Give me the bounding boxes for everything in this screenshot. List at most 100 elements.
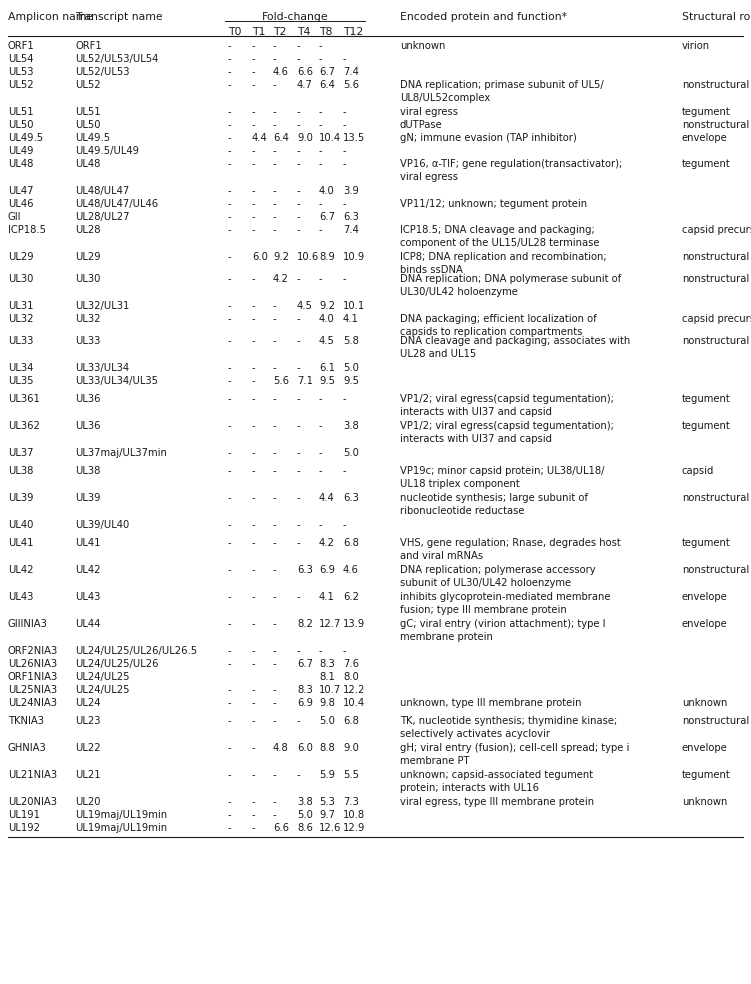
Text: VP1/2; viral egress(capsid tegumentation);
interacts with Ul37 and capsid: VP1/2; viral egress(capsid tegumentation… bbox=[400, 421, 614, 444]
Text: UL41: UL41 bbox=[8, 538, 34, 548]
Text: -: - bbox=[228, 770, 231, 780]
Text: UL38: UL38 bbox=[75, 466, 101, 476]
Text: -: - bbox=[273, 659, 276, 669]
Text: UL24/UL25: UL24/UL25 bbox=[75, 672, 129, 682]
Text: -: - bbox=[319, 107, 323, 117]
Text: -: - bbox=[252, 199, 255, 209]
Text: UL49.5: UL49.5 bbox=[8, 133, 43, 143]
Text: tegument: tegument bbox=[682, 394, 731, 404]
Text: -: - bbox=[297, 592, 300, 602]
Text: envelope: envelope bbox=[682, 619, 728, 629]
Text: -: - bbox=[252, 823, 255, 833]
Text: UL19maj/UL19min: UL19maj/UL19min bbox=[75, 823, 167, 833]
Text: -: - bbox=[228, 301, 231, 311]
Text: UL24/UL25/UL26: UL24/UL25/UL26 bbox=[75, 659, 158, 669]
Text: 5.6: 5.6 bbox=[273, 376, 289, 386]
Text: unknown, type III membrane protein: unknown, type III membrane protein bbox=[400, 698, 581, 708]
Text: -: - bbox=[228, 212, 231, 222]
Text: -: - bbox=[228, 225, 231, 235]
Text: UL32: UL32 bbox=[8, 314, 34, 324]
Text: UL24NIA3: UL24NIA3 bbox=[8, 698, 57, 708]
Text: VP16, α-TIF; gene regulation(transactivator);
viral egress: VP16, α-TIF; gene regulation(transactiva… bbox=[400, 159, 623, 182]
Text: -: - bbox=[273, 146, 276, 156]
Text: tegument: tegument bbox=[682, 538, 731, 548]
Text: -: - bbox=[273, 538, 276, 548]
Text: UL37: UL37 bbox=[8, 448, 34, 458]
Text: VP1/2; viral egress(capsid tegumentation);
interacts with Ul37 and capsid: VP1/2; viral egress(capsid tegumentation… bbox=[400, 394, 614, 417]
Text: UL38: UL38 bbox=[8, 466, 33, 476]
Text: 10.4: 10.4 bbox=[319, 133, 341, 143]
Text: -: - bbox=[228, 448, 231, 458]
Text: -: - bbox=[273, 225, 276, 235]
Text: DNA replication; polymerase accessory
subunit of UL30/UL42 holoenzyme: DNA replication; polymerase accessory su… bbox=[400, 565, 596, 587]
Text: UL31: UL31 bbox=[8, 301, 34, 311]
Text: 4.5: 4.5 bbox=[297, 301, 313, 311]
Text: 13.9: 13.9 bbox=[343, 619, 365, 629]
Text: nonstructural: nonstructural bbox=[682, 120, 749, 130]
Text: -: - bbox=[273, 212, 276, 222]
Text: -: - bbox=[228, 659, 231, 669]
Text: 4.8: 4.8 bbox=[273, 743, 288, 753]
Text: 10.9: 10.9 bbox=[343, 252, 365, 262]
Text: 7.6: 7.6 bbox=[343, 659, 359, 669]
Text: tegument: tegument bbox=[682, 159, 731, 169]
Text: TK, nucleotide synthesis; thymidine kinase;
selectively activates acyclovir: TK, nucleotide synthesis; thymidine kina… bbox=[400, 716, 617, 739]
Text: -: - bbox=[273, 199, 276, 209]
Text: -: - bbox=[228, 743, 231, 753]
Text: UL34: UL34 bbox=[8, 363, 33, 373]
Text: 3.8: 3.8 bbox=[297, 797, 312, 807]
Text: UL49.5: UL49.5 bbox=[75, 133, 110, 143]
Text: 7.1: 7.1 bbox=[297, 376, 313, 386]
Text: 8.2: 8.2 bbox=[297, 619, 313, 629]
Text: virion: virion bbox=[682, 41, 710, 51]
Text: -: - bbox=[343, 54, 347, 64]
Text: -: - bbox=[297, 186, 300, 196]
Text: -: - bbox=[319, 41, 323, 51]
Text: -: - bbox=[228, 41, 231, 51]
Text: -: - bbox=[252, 466, 255, 476]
Text: 12.2: 12.2 bbox=[343, 685, 366, 695]
Text: -: - bbox=[273, 159, 276, 169]
Text: -: - bbox=[228, 107, 231, 117]
Text: -: - bbox=[228, 133, 231, 143]
Text: -: - bbox=[252, 120, 255, 130]
Text: 6.0: 6.0 bbox=[252, 252, 268, 262]
Text: -: - bbox=[252, 274, 255, 284]
Text: UL35: UL35 bbox=[8, 376, 34, 386]
Text: 6.1: 6.1 bbox=[319, 363, 335, 373]
Text: UL50: UL50 bbox=[75, 120, 101, 130]
Text: -: - bbox=[297, 538, 300, 548]
Text: 6.6: 6.6 bbox=[297, 67, 313, 77]
Text: -: - bbox=[273, 314, 276, 324]
Text: -: - bbox=[228, 376, 231, 386]
Text: -: - bbox=[273, 619, 276, 629]
Text: -: - bbox=[319, 159, 323, 169]
Text: ORF1NIA3: ORF1NIA3 bbox=[8, 672, 59, 682]
Text: 4.6: 4.6 bbox=[343, 565, 359, 575]
Text: UL33/UL34/UL35: UL33/UL34/UL35 bbox=[75, 376, 158, 386]
Text: UL22: UL22 bbox=[75, 743, 101, 753]
Text: viral egress: viral egress bbox=[400, 107, 458, 117]
Text: Fold-change: Fold-change bbox=[262, 12, 329, 22]
Text: TKNIA3: TKNIA3 bbox=[8, 716, 44, 726]
Text: -: - bbox=[319, 146, 323, 156]
Text: -: - bbox=[343, 159, 347, 169]
Text: GIIINIA3: GIIINIA3 bbox=[8, 619, 48, 629]
Text: T2: T2 bbox=[273, 27, 286, 37]
Text: DNA replication; DNA polymerase subunit of
UL30/UL42 holoenzyme: DNA replication; DNA polymerase subunit … bbox=[400, 274, 621, 297]
Text: UL32: UL32 bbox=[75, 314, 101, 324]
Text: 6.7: 6.7 bbox=[297, 659, 313, 669]
Text: unknown: unknown bbox=[682, 698, 728, 708]
Text: -: - bbox=[319, 646, 323, 656]
Text: 6.3: 6.3 bbox=[343, 212, 359, 222]
Text: 10.8: 10.8 bbox=[343, 810, 365, 820]
Text: UL191: UL191 bbox=[8, 810, 40, 820]
Text: -: - bbox=[228, 336, 231, 346]
Text: 3.8: 3.8 bbox=[343, 421, 359, 431]
Text: 7.3: 7.3 bbox=[343, 797, 359, 807]
Text: -: - bbox=[319, 466, 323, 476]
Text: 10.7: 10.7 bbox=[319, 685, 341, 695]
Text: 8.3: 8.3 bbox=[297, 685, 312, 695]
Text: 5.3: 5.3 bbox=[319, 797, 335, 807]
Text: UL52/UL53/UL54: UL52/UL53/UL54 bbox=[75, 54, 158, 64]
